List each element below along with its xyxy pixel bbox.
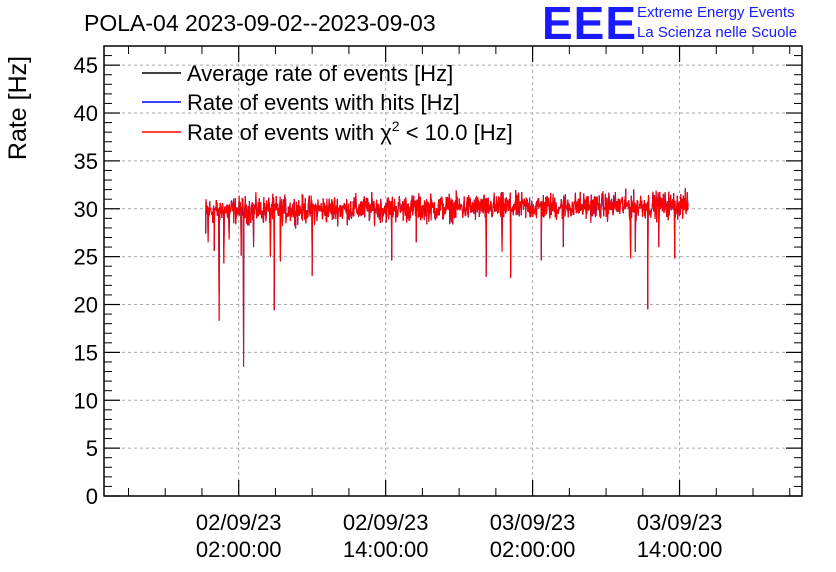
x-tick-date: 02/09/23: [196, 510, 282, 535]
y-tick-label: 20: [74, 293, 98, 318]
y-tick-label: 10: [74, 388, 98, 413]
legend-label: Rate of events with hits [Hz]: [187, 90, 460, 115]
chart-title: POLA-04 2023-09-02--2023-09-03: [84, 10, 436, 36]
legend-label: Average rate of events [Hz]: [187, 61, 453, 86]
y-tick-label: 35: [74, 149, 98, 174]
org-name-line2: La Scienza nelle Scuole: [637, 24, 798, 41]
x-tick-date: 03/09/23: [490, 510, 576, 535]
y-tick-label: 0: [86, 484, 98, 509]
x-tick-time: 14:00:00: [343, 537, 429, 562]
series-lines: [205, 188, 689, 367]
x-tick-time: 02:00:00: [490, 537, 576, 562]
y-tick-label: 25: [74, 245, 98, 270]
y-tick-label: 5: [86, 436, 98, 461]
legend: Average rate of events [Hz] Rate of event…: [142, 61, 513, 145]
plot-frame: [103, 45, 803, 497]
x-tick-date: 03/09/23: [637, 510, 723, 535]
x-tick-time: 14:00:00: [637, 537, 723, 562]
eee-logo: EEE: [542, 0, 638, 49]
y-axis-label: Rate [Hz]: [4, 56, 32, 160]
y-tick-label: 15: [74, 340, 98, 365]
x-tick-date: 02/09/23: [343, 510, 429, 535]
series-chi2-rate-line: [205, 188, 689, 367]
grid-lines: [104, 46, 802, 496]
axis-ticks: [104, 45, 802, 497]
x-tick-labels: 02/09/2302:00:0002/09/2314:00:0003/09/23…: [196, 510, 722, 562]
y-tick-label: 45: [74, 53, 98, 78]
y-tick-label: 30: [74, 197, 98, 222]
org-name-line1: Extreme Energy Events: [637, 4, 795, 21]
y-tick-label: 40: [74, 101, 98, 126]
y-tick-labels: 0 5 10 15 20 25 30 35 40 45: [74, 53, 98, 509]
legend-label: Rate of events with χ2 < 10.0 [Hz]: [187, 118, 513, 145]
x-tick-time: 02:00:00: [196, 537, 282, 562]
